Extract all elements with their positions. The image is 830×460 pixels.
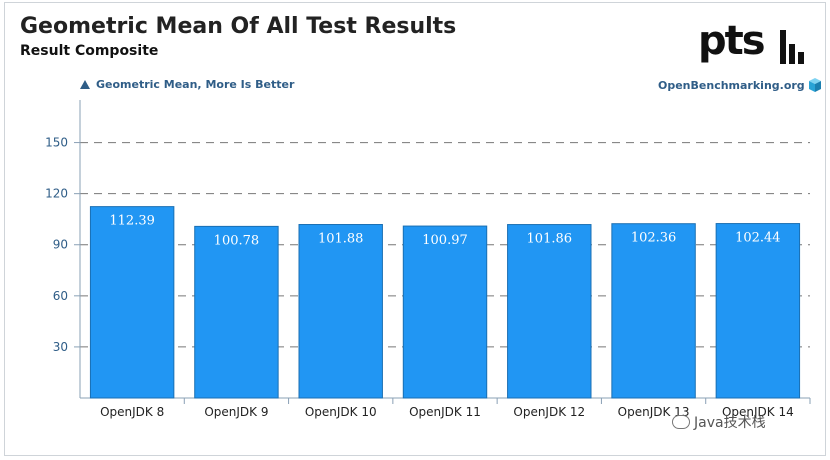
chart-subtitle: Result Composite: [20, 43, 159, 59]
legend: Geometric Mean, More Is Better: [80, 78, 294, 91]
x-tick-label: OpenJDK 9: [204, 405, 268, 419]
watermark: Java技术栈: [672, 412, 766, 432]
bar-value-label: 101.88: [318, 232, 364, 247]
bar: [402, 225, 488, 399]
x-tick-label: OpenJDK 8: [100, 405, 164, 419]
watermark-label: Java技术栈: [694, 415, 766, 431]
bar: [611, 223, 696, 399]
chart-frame: [4, 2, 826, 456]
bar-value-label: 112.39: [109, 214, 155, 229]
site-link[interactable]: OpenBenchmarking.org: [658, 78, 821, 92]
chart-title: Geometric Mean Of All Test Results: [20, 14, 457, 39]
y-tick-label: 30: [53, 340, 68, 354]
y-tick-label: 150: [45, 136, 68, 150]
bar-value-label: 101.86: [527, 232, 573, 247]
site-label: OpenBenchmarking.org: [658, 78, 805, 92]
y-tick-label: 60: [53, 289, 68, 303]
triangle-up-icon: [80, 80, 90, 89]
cube-icon: [808, 78, 821, 92]
bar-value-label: 100.78: [214, 233, 260, 248]
x-tick-label: OpenJDK 13: [618, 405, 690, 419]
bar: [507, 224, 592, 399]
wechat-icon: [672, 415, 690, 429]
x-tick-label: OpenJDK 10: [305, 405, 377, 419]
bar: [89, 206, 175, 399]
legend-label: Geometric Mean, More Is Better: [96, 78, 295, 91]
bar-value-label: 102.44: [735, 231, 781, 246]
pts-logo: pts: [698, 18, 766, 64]
bar: [194, 225, 279, 399]
bar: [298, 224, 383, 399]
bar-value-label: 102.36: [631, 231, 677, 246]
bar-value-label: 100.97: [422, 233, 468, 248]
x-tick-label: OpenJDK 11: [409, 405, 481, 419]
y-tick-label: 120: [45, 187, 68, 201]
bar: [715, 223, 801, 399]
x-tick-label: OpenJDK 12: [513, 405, 585, 419]
pts-logo-bars-icon: [780, 30, 804, 64]
y-tick-label: 90: [53, 238, 68, 252]
x-tick-label: OpenJDK 14: [722, 405, 794, 419]
